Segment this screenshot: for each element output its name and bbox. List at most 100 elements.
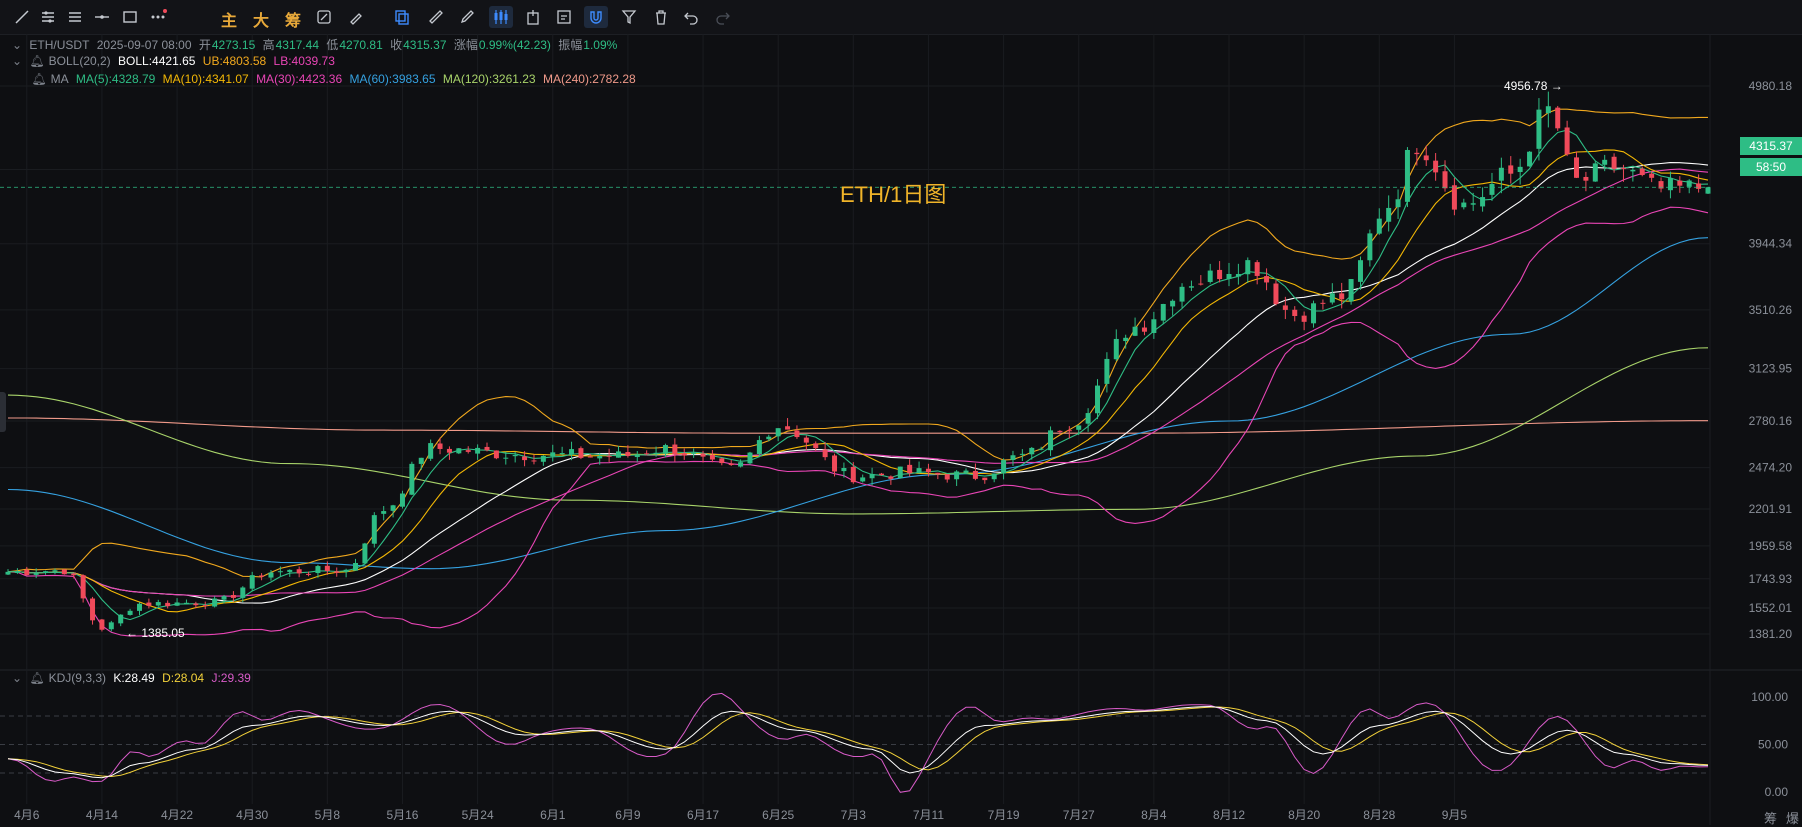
- candle-body: [803, 437, 809, 443]
- kdj-legend: ⌄ 🔔︎ KDJ(9,3,3) K:28.49 D:28.04 J:29.39: [12, 671, 255, 685]
- candle-body: [1348, 279, 1354, 302]
- candle-body: [587, 456, 593, 458]
- candle-body: [14, 571, 20, 574]
- big-indicator-button[interactable]: 大: [253, 13, 270, 30]
- candle-body: [822, 449, 828, 458]
- low-label: 低: [326, 38, 339, 52]
- candle-body: [428, 443, 434, 459]
- candle-body: [1423, 155, 1429, 161]
- candle-body: [1179, 286, 1185, 302]
- chips-indicator-button[interactable]: 筹: [285, 13, 302, 30]
- candle-body: [850, 466, 856, 483]
- candle-body: [277, 571, 283, 573]
- boll-upper-line: [7, 108, 1708, 578]
- undo-icon[interactable]: [679, 6, 703, 28]
- candle-type-icon[interactable]: [489, 6, 513, 28]
- amplitude-label: 振幅: [558, 38, 583, 52]
- high-annotation-value: 4956.78: [1504, 79, 1548, 93]
- candle-body: [719, 458, 725, 464]
- candle-body: [1470, 203, 1476, 205]
- panel-drag-handle[interactable]: [0, 392, 6, 432]
- collapse-chevron-icon[interactable]: ⌄: [12, 671, 23, 685]
- candle-body: [71, 573, 77, 576]
- horizontal-ray-icon[interactable]: [90, 6, 114, 28]
- candle-body: [90, 598, 96, 621]
- price-tick-label: 1959.58: [1749, 539, 1793, 553]
- candle-body: [982, 477, 988, 481]
- candle-body: [1048, 430, 1054, 451]
- more-dots-icon[interactable]: [146, 6, 170, 28]
- candle-body: [1226, 273, 1232, 279]
- candle-body: [841, 467, 847, 472]
- liquidation-side-label[interactable]: 爆: [1786, 811, 1800, 826]
- candle-body: [1273, 283, 1279, 305]
- candle-body: [954, 471, 960, 480]
- candle-body: [1630, 169, 1636, 172]
- candle-body: [1320, 302, 1326, 304]
- collapse-chevron-icon[interactable]: ⌄: [12, 38, 23, 52]
- candle-body: [832, 455, 838, 472]
- main-indicator-button[interactable]: 主: [221, 13, 238, 30]
- candle-body: [230, 595, 236, 598]
- candle-body: [249, 575, 255, 589]
- ma60-line: [7, 237, 1709, 570]
- candle-body: [785, 426, 791, 430]
- candle-body: [1085, 413, 1091, 424]
- candle-body: [221, 596, 227, 600]
- candle-body: [1461, 202, 1467, 208]
- candle-body: [766, 436, 772, 440]
- high-value: 4317.44: [275, 38, 319, 52]
- parallel-lines-icon[interactable]: [36, 6, 60, 28]
- brush-icon[interactable]: [344, 6, 368, 28]
- redo-icon[interactable]: [711, 6, 735, 28]
- copy-icon[interactable]: [390, 6, 414, 28]
- bell-icon[interactable]: 🔔︎: [29, 54, 45, 68]
- candle-body: [315, 566, 321, 574]
- export-icon[interactable]: [521, 6, 545, 28]
- edit-note-icon[interactable]: [552, 6, 576, 28]
- candle-body: [644, 453, 650, 455]
- symbol-label: ETH/USDT: [29, 38, 90, 52]
- candle-body: [907, 464, 913, 474]
- candle-body: [418, 457, 424, 464]
- candle-body: [1564, 127, 1570, 155]
- candle-body: [1386, 207, 1392, 222]
- x-tick-label: 5月16: [386, 808, 418, 822]
- candle-body: [343, 569, 349, 572]
- trash-icon[interactable]: [649, 6, 673, 28]
- multi-lines-icon[interactable]: [63, 6, 87, 28]
- candle-body: [1376, 218, 1382, 234]
- measure-icon[interactable]: [312, 6, 336, 28]
- line-tool-icon[interactable]: [10, 6, 34, 28]
- candle-body: [1686, 180, 1692, 187]
- filter-icon[interactable]: [617, 6, 641, 28]
- candle-body: [381, 511, 387, 514]
- ma120-line: [7, 347, 1709, 515]
- chart-area[interactable]: 4月6 4月14 4月22 4月30 5月8 5月16 5月24 6月1 6月9 6月17 6月25…: [0, 34, 1802, 825]
- bell-icon[interactable]: 🔔︎: [29, 671, 45, 685]
- ub-value: UB:4803.58: [202, 54, 267, 68]
- candle-body: [1620, 168, 1626, 170]
- candle-body: [550, 452, 556, 457]
- candle-body: [1029, 447, 1035, 455]
- candle-body: [634, 454, 640, 458]
- candle-body: [1451, 185, 1457, 210]
- x-tick-label: 6月9: [615, 808, 641, 822]
- candle-body: [259, 575, 265, 577]
- bell-icon[interactable]: 🔔︎: [31, 72, 47, 86]
- ma-name: MA: [50, 72, 69, 86]
- ohlc-legend: ⌄ ETH/USDT 2025-09-07 08:00 开4273.15 高43…: [12, 36, 621, 53]
- chips-side-label[interactable]: 筹: [1764, 811, 1778, 826]
- candle-body: [691, 453, 697, 455]
- ruler-icon[interactable]: [424, 6, 448, 28]
- candle-body: [193, 603, 199, 606]
- close-value: 4315.37: [403, 38, 447, 52]
- candle-body: [371, 515, 377, 544]
- collapse-chevron-icon[interactable]: ⌄: [12, 54, 23, 68]
- candle-body: [1480, 197, 1486, 207]
- price-tick-label: 1381.20: [1749, 627, 1793, 641]
- pen-icon[interactable]: [456, 6, 480, 28]
- candle-body: [1555, 107, 1561, 129]
- rectangle-icon[interactable]: [118, 6, 142, 28]
- magnet-icon[interactable]: [584, 6, 608, 28]
